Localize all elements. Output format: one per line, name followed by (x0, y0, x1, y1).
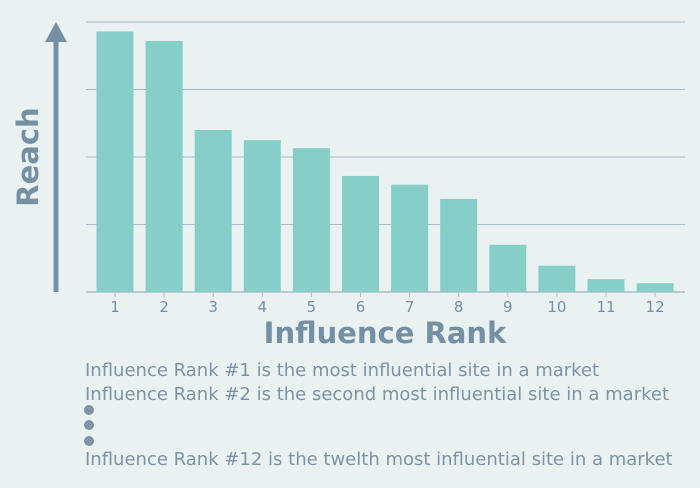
bar-rank-2 (145, 40, 183, 293)
x-tick-label: 2 (159, 298, 169, 316)
x-tick-label: 12 (646, 298, 665, 316)
bar-rank-3 (194, 130, 232, 292)
x-tick-label: 10 (547, 298, 566, 316)
x-axis-title: Influence Rank (264, 316, 507, 350)
ellipsis-dot (84, 405, 94, 415)
x-tick-label: 6 (356, 298, 366, 316)
y-axis-arrowhead (45, 22, 67, 42)
bar-rank-4 (243, 140, 281, 292)
bar-rank-10 (538, 265, 576, 292)
bar-rank-9 (489, 244, 527, 292)
x-tick-label: 9 (503, 298, 513, 316)
bar-rank-7 (391, 184, 429, 292)
bar-rank-6 (342, 175, 379, 292)
x-tick-label: 3 (208, 298, 218, 316)
y-axis-arrow (45, 22, 67, 292)
note-rank-12: Influence Rank #12 is the twelth most in… (85, 449, 673, 470)
x-tick-label: 11 (596, 298, 615, 316)
x-tick-label: 1 (110, 298, 120, 316)
bar-rank-12 (636, 283, 674, 292)
y-axis-title: Reach (11, 107, 45, 206)
x-tick-label: 7 (405, 298, 415, 316)
note-rank-2: Influence Rank #2 is the second most inf… (85, 384, 670, 405)
note-rank-1: Influence Rank #1 is the most influentia… (85, 360, 600, 381)
bar-rank-11 (587, 279, 625, 292)
bars (96, 31, 674, 293)
ellipsis-dot (84, 436, 94, 446)
bar-rank-5 (292, 148, 330, 292)
bar-chart: 1 2 3 4 5 6 7 8 9 10 11 12 Influence Rank Reach (11, 21, 685, 350)
x-tick-label: 8 (454, 298, 464, 316)
x-tick-label: 5 (307, 298, 317, 316)
gridlines (86, 21, 685, 293)
bar-rank-8 (440, 198, 478, 292)
ellipsis-dot (84, 420, 94, 430)
x-tick-labels: 1 2 3 4 5 6 7 8 9 10 11 12 (110, 292, 665, 316)
x-tick-label: 4 (258, 298, 268, 316)
bar-rank-1 (96, 31, 134, 292)
